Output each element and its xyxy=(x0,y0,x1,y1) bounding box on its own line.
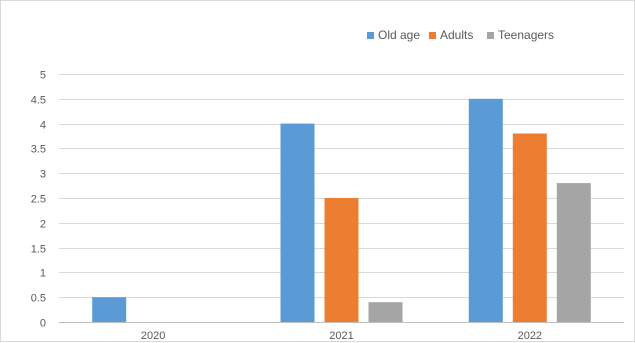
y-tick-label: 0.5 xyxy=(31,293,46,305)
bar-teenagers-2021 xyxy=(368,302,403,322)
legend-label: Adults xyxy=(440,28,473,42)
y-tick-label: 1.5 xyxy=(31,244,46,256)
y-tick-label: 4 xyxy=(40,120,46,132)
bar-old-age-2021 xyxy=(280,123,315,322)
x-tick-label: 2020 xyxy=(141,330,165,342)
y-tick-label: 3.5 xyxy=(31,144,46,156)
x-tick-label: 2021 xyxy=(329,330,353,342)
legend-swatch xyxy=(367,32,374,39)
bar-teenagers-2022 xyxy=(556,183,591,322)
bar-adults-2022 xyxy=(512,133,547,322)
legend-swatch xyxy=(487,32,494,39)
legend: Old age Adults Teenagers xyxy=(367,28,554,42)
legend-swatch xyxy=(429,32,436,39)
legend-label: Old age xyxy=(378,28,420,42)
y-tick-label: 2 xyxy=(40,219,46,231)
y-tick-label: 3 xyxy=(40,169,46,181)
bars xyxy=(92,98,591,322)
y-tick-label: 2.5 xyxy=(31,194,46,206)
x-axis-ticks: 2020 2021 2022 xyxy=(141,330,542,342)
y-axis-ticks: 0 0.5 1 1.5 2 2.5 3 3.5 4 4.5 5 xyxy=(31,70,46,330)
y-tick-label: 4.5 xyxy=(31,95,46,107)
x-tick-label: 2022 xyxy=(518,330,542,342)
bar-old-age-2020 xyxy=(92,297,127,322)
y-tick-label: 0 xyxy=(40,318,46,330)
y-tick-label: 5 xyxy=(40,70,46,82)
y-tick-label: 1 xyxy=(40,268,46,280)
legend-label: Teenagers xyxy=(498,28,554,42)
bar-adults-2021 xyxy=(324,198,359,322)
bar-old-age-2022 xyxy=(468,98,503,322)
